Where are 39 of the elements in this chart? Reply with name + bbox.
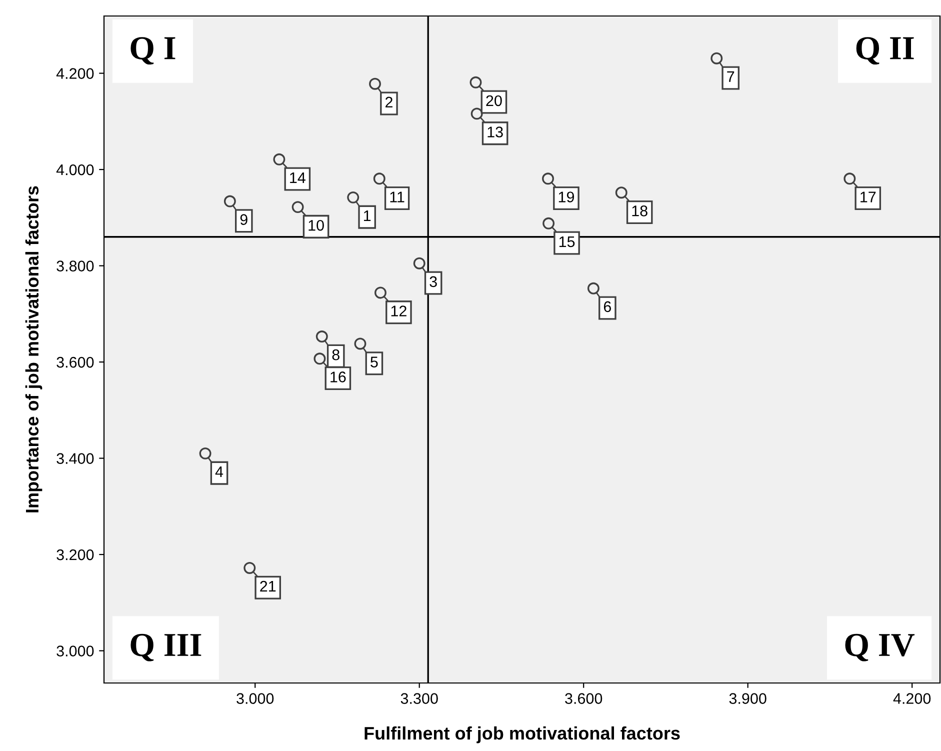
annotation: 8 (332, 349, 340, 360)
x-tick-label: 3.600 (565, 693, 602, 704)
x-tick-label: 3.900 (729, 693, 766, 704)
annotation: 17 (860, 192, 876, 202)
x-axis-title: Fulfilment of job motivational factors (364, 726, 680, 744)
y-tick-label: 4.000 (56, 164, 94, 176)
annotation: 21 (260, 580, 276, 592)
annotation: 11 (390, 192, 404, 202)
annotation: 3 (430, 276, 437, 288)
annotation: 6 (604, 301, 611, 312)
annotation: 18 (632, 206, 648, 216)
x-tick-label: 3.300 (400, 693, 438, 704)
annotation: 20 (486, 95, 502, 106)
y-tick-label: 3.000 (56, 646, 94, 656)
annotation: 2 (385, 96, 392, 108)
annotation: 15 (559, 236, 575, 248)
annotation: 7 (727, 71, 734, 82)
annotation: 19 (558, 192, 574, 202)
annotation: 4 (215, 466, 224, 478)
x-tick-label: 4.200 (893, 693, 931, 704)
y-axis-title: Importance of job motivational factors (25, 186, 42, 512)
y-tick-label: 3.600 (56, 356, 94, 368)
x-tick-label: 3.000 (236, 693, 274, 704)
annotation: 9 (240, 214, 248, 225)
annotation: Q I (130, 37, 176, 65)
annotation: 5 (370, 356, 378, 368)
annotation: 10 (308, 220, 324, 231)
annotation: 14 (290, 172, 306, 183)
y-tick-label: 4.200 (56, 68, 94, 79)
annotation: 16 (330, 372, 346, 382)
y-tick-label: 3.200 (56, 549, 94, 560)
annotation: Q IV (845, 634, 915, 662)
annotation: 13 (488, 126, 503, 138)
annotation: Q III (130, 634, 202, 662)
y-tick-label: 3.400 (56, 453, 94, 464)
annotation: Q II (856, 37, 914, 65)
y-tick-label: 3.800 (56, 260, 94, 272)
annotation: 1 (364, 210, 371, 221)
annotation: 12 (391, 306, 406, 316)
